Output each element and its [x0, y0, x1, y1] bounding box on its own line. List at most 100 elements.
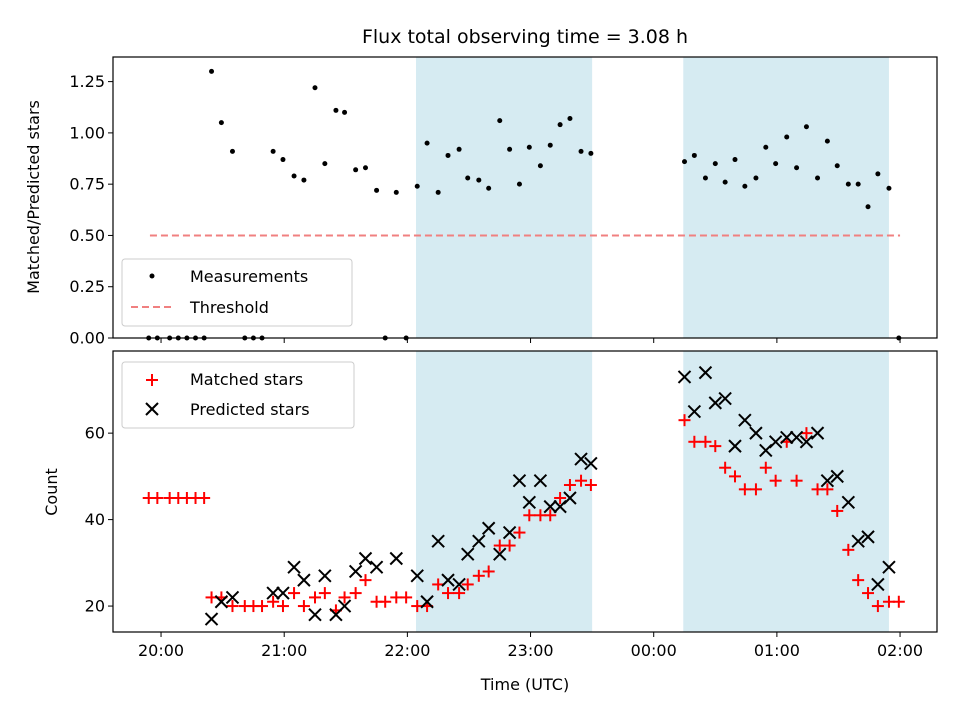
legend-predicted-marker: [145, 402, 159, 416]
measurement-point: [414, 183, 420, 189]
predicted-star-point: [584, 456, 598, 471]
matched-star-point: [523, 509, 536, 522]
matched-star-point: [482, 565, 495, 578]
measurement-point: [712, 161, 718, 167]
measurement-point: [291, 173, 297, 179]
measurement-point: [803, 124, 809, 130]
matched-star-point: [359, 574, 372, 587]
matched-star-point: [769, 474, 782, 487]
matched-star-point: [563, 479, 576, 492]
matched-star-point: [256, 600, 269, 613]
predicted-star-point: [502, 525, 517, 540]
matched-star-point: [554, 491, 567, 504]
measurement-point: [722, 179, 728, 185]
predicted-star-point: [728, 439, 742, 453]
measurement-point: [270, 148, 276, 154]
matched-star-point: [379, 595, 392, 608]
x-tick-label: 00:00: [631, 641, 677, 660]
measurement-point: [342, 109, 348, 115]
predicted-star-point: [225, 590, 240, 605]
top-legend: Measurements Threshold: [121, 258, 353, 327]
bottom-axes-frame: [112, 350, 938, 633]
predicted-star-point: [348, 564, 363, 579]
matched-star-point: [461, 578, 474, 591]
predicted-star-point: [543, 499, 557, 514]
measurement-point: [557, 122, 563, 128]
matched-star-point: [513, 526, 526, 539]
matched-star-point: [432, 578, 445, 591]
y-tick-label: 20: [85, 597, 105, 616]
matched-star-point: [267, 595, 280, 608]
bottom-y-axis: 20 40 60: [85, 424, 113, 616]
matched-star-point: [338, 591, 351, 604]
measurement-point: [374, 187, 380, 193]
measurement-point: [456, 146, 462, 152]
y-tick-label: 1.25: [69, 72, 105, 91]
predicted-star-point: [687, 404, 702, 419]
top-legend-box: [121, 258, 353, 327]
predicted-star-point: [308, 608, 322, 622]
predicted-star-point: [851, 534, 865, 548]
predicted-star-point: [266, 586, 280, 600]
measurement-point: [547, 142, 553, 148]
predicted-star-point: [708, 396, 723, 410]
predicted-star-point: [287, 560, 301, 574]
matched-star-point: [308, 591, 321, 604]
measurement-point: [682, 159, 688, 165]
matched-star-point: [575, 474, 588, 487]
matched-star-point: [709, 440, 722, 453]
x-tick-label: 02:00: [877, 641, 923, 660]
measurement-point: [526, 144, 532, 150]
matched-star-point: [759, 461, 772, 474]
matched-star-point: [544, 509, 557, 522]
y-tick-label: 1.00: [69, 123, 105, 142]
matched-star-point: [821, 483, 834, 496]
x-tick-label: 20:00: [138, 641, 184, 660]
x-axis-label: Time (UTC): [480, 675, 569, 694]
measurement-point: [773, 161, 779, 167]
matched-star-point: [400, 591, 413, 604]
matched-star-point: [198, 491, 211, 504]
y-tick-label: 0.00: [69, 329, 105, 348]
predicted-star-point: [441, 573, 455, 587]
matched-star-point: [699, 435, 712, 448]
measurement-point: [312, 85, 318, 91]
measurement-point: [353, 167, 359, 173]
predicted-star-point: [789, 430, 804, 445]
measurement-point: [886, 185, 892, 191]
predicted-star-point: [738, 413, 752, 427]
matched-star-point: [862, 587, 875, 600]
legend-threshold-label: Threshold: [189, 298, 269, 317]
matched-star-point: [831, 504, 844, 517]
measurement-point: [301, 177, 307, 183]
matched-star-point: [738, 483, 751, 496]
measurement-point: [753, 175, 759, 181]
measurement-point: [732, 157, 738, 163]
predicted-star-point: [698, 365, 713, 380]
x-axis: 20:00 21:00 22:00 23:00 00:00 01:00 02:00: [138, 632, 923, 660]
predicted-star-point: [799, 435, 814, 449]
measurement-point: [588, 150, 594, 156]
bottom-legend: Matched stars Predicted stars: [121, 361, 355, 429]
measurement-point: [393, 189, 399, 195]
measurement-point: [445, 152, 451, 158]
predicted-star-point: [318, 569, 332, 583]
measurement-point: [691, 152, 697, 158]
measurement-point: [507, 146, 513, 152]
measurement-point: [865, 204, 871, 210]
predicted-star-point: [389, 551, 403, 566]
predicted-star-point: [410, 569, 424, 583]
chart-title: Flux total observing time = 3.08 h: [362, 26, 688, 48]
x-tick-label: 22:00: [384, 641, 430, 660]
predicted-star-point: [830, 469, 844, 484]
matched-star-point: [790, 474, 803, 487]
predicted-star-point: [718, 391, 732, 406]
matched-star-point: [276, 600, 289, 613]
top-panel-ratio: 0.00 0.25 0.50 0.75 1.00 1.25 Matched/Predict…: [24, 56, 938, 348]
matched-star-point: [349, 587, 362, 600]
matched-star-point: [800, 427, 813, 440]
measurement-point: [875, 171, 881, 177]
x-tick-label: 23:00: [507, 641, 553, 660]
measurement-point: [465, 175, 471, 181]
bottom-legend-box: [121, 361, 355, 429]
